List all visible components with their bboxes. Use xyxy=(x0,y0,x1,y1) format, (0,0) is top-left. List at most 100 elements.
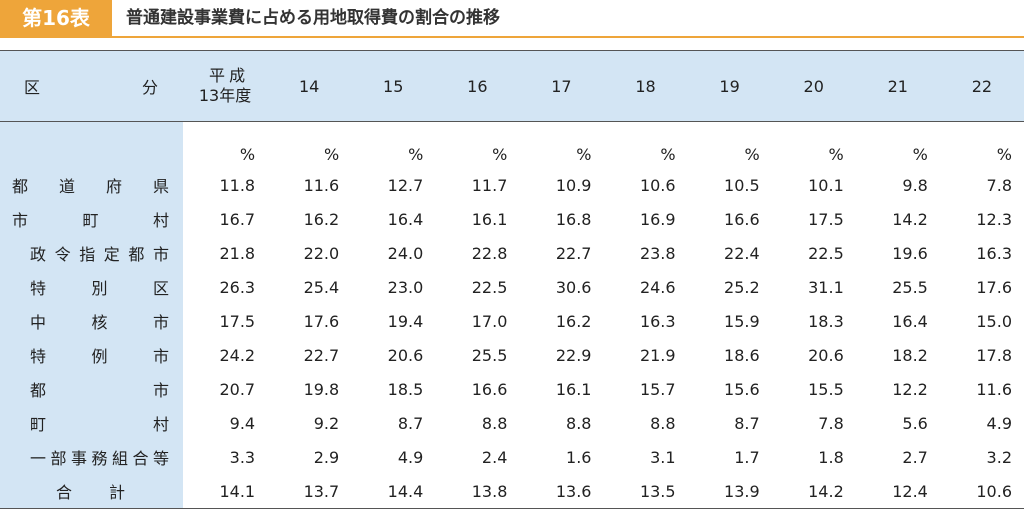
value-cell: 16.3 xyxy=(976,243,1012,263)
value-cell: 10.6 xyxy=(639,175,676,195)
value-cell: 22.5 xyxy=(471,277,508,297)
value-cell: 11.8 xyxy=(219,175,256,195)
value-cell: 18.6 xyxy=(724,345,760,365)
label-cell: 合計 xyxy=(0,474,183,509)
value-cell: 16.9 xyxy=(639,209,676,229)
row-label: 政令指定都市 xyxy=(30,245,169,264)
label-cell xyxy=(0,121,183,168)
label-cell: 一部事務組合等 xyxy=(0,440,183,474)
value-cell: 14.4 xyxy=(351,474,436,509)
value-cell: 25.4 xyxy=(303,277,340,297)
value-cell: 19.4 xyxy=(387,311,424,331)
value-cell: 13.6 xyxy=(519,474,604,509)
value-cell: 8.8 xyxy=(650,413,676,433)
value-cell: 19.8 xyxy=(303,379,340,399)
row-label: 中核市 xyxy=(30,313,169,332)
value-cell: 19.6 xyxy=(892,243,928,263)
value-cell: 15.6 xyxy=(724,379,760,399)
value-cell: 9.4 xyxy=(229,413,256,433)
value-cell: 3.2 xyxy=(986,447,1012,467)
value-cell: 17.6 xyxy=(976,277,1012,297)
value-cell: 18.5 xyxy=(387,379,424,399)
value-cell: 12.3 xyxy=(976,209,1012,229)
label-cell: 都市 xyxy=(0,372,183,406)
header: 第16表 普通建設事業費に占める用地取得費の割合の推移 xyxy=(0,0,1024,38)
value-cell: 7.8 xyxy=(818,413,844,433)
value-cell: 11.6 xyxy=(303,175,340,195)
unit-cell: % xyxy=(576,145,592,164)
label-cell: 中核市 xyxy=(0,304,183,338)
value-cell: 14.1 xyxy=(183,474,268,509)
column-header: 22 xyxy=(939,50,1024,122)
value-cell: 13.8 xyxy=(435,474,520,509)
value-cell: 12.7 xyxy=(387,175,424,195)
unit-cell: % xyxy=(239,145,256,164)
value-cell: 22.8 xyxy=(471,243,508,263)
data-row: 都道府県 11.8 11.6 12.7 11.7 10.9 10.6 10.5 10.1 9.8 7… xyxy=(0,168,1024,202)
label-cell: 特別区 xyxy=(0,270,183,304)
value-cell: 15.9 xyxy=(724,311,760,331)
value-cell: 16.8 xyxy=(555,209,592,229)
corner-text: 分 xyxy=(141,78,158,97)
value-cell: 16.6 xyxy=(724,209,760,229)
value-cell: 5.6 xyxy=(902,413,928,433)
data-table: 区分 平成 13年度 14 15 16 17 18 19 20 21 22 %%%%%%%%%% 都… xyxy=(0,50,1024,509)
value-cell: 8.8 xyxy=(566,413,592,433)
column-header: 18 xyxy=(603,50,688,122)
value-cell: 10.5 xyxy=(724,175,760,195)
value-cell: 2.7 xyxy=(902,447,928,467)
unit-cell: % xyxy=(660,145,676,164)
value-cell: 16.2 xyxy=(555,311,592,331)
table-number: 第16表 xyxy=(0,0,112,36)
row-label: 一部事務組合等 xyxy=(30,449,169,468)
value-cell: 14.2 xyxy=(892,209,928,229)
data-row: 中核市 17.5 17.6 19.4 17.0 16.2 16.3 15.9 18.3 16.4 1… xyxy=(0,304,1024,338)
value-cell: 22.9 xyxy=(555,345,592,365)
value-cell: 17.5 xyxy=(219,311,256,331)
value-cell: 31.1 xyxy=(808,277,844,297)
value-cell: 16.4 xyxy=(387,209,424,229)
value-cell: 17.5 xyxy=(808,209,844,229)
row-label: 市町村 xyxy=(12,211,169,230)
header-text: 13年度 xyxy=(198,86,252,105)
value-cell: 10.9 xyxy=(555,175,592,195)
value-cell: 8.8 xyxy=(481,413,508,433)
label-cell: 町村 xyxy=(0,406,183,440)
value-cell: 21.8 xyxy=(219,243,256,263)
value-cell: 17.6 xyxy=(303,311,340,331)
value-cell: 22.7 xyxy=(555,243,592,263)
value-cell: 3.3 xyxy=(229,447,256,467)
value-cell: 4.9 xyxy=(986,413,1012,433)
unit-cell: % xyxy=(996,145,1012,164)
column-header: 21 xyxy=(855,50,940,122)
corner-text: 区 xyxy=(24,78,41,97)
value-cell: 24.6 xyxy=(639,277,676,297)
header-text: 平成 xyxy=(209,66,246,85)
value-cell: 9.2 xyxy=(313,413,340,433)
value-cell: 15.7 xyxy=(639,379,676,399)
value-cell: 10.1 xyxy=(808,175,844,195)
value-cell: 1.6 xyxy=(566,447,592,467)
row-label: 都道府県 xyxy=(12,177,169,196)
value-cell: 16.3 xyxy=(639,311,676,331)
label-cell: 都道府県 xyxy=(0,168,183,202)
value-cell: 17.8 xyxy=(976,345,1012,365)
value-cell: 14.2 xyxy=(771,474,856,509)
row-label: 都市 xyxy=(30,381,169,400)
label-cell: 政令指定都市 xyxy=(0,236,183,270)
unit-cell: % xyxy=(323,145,340,164)
data-row: 特別区 26.3 25.4 23.0 22.5 30.6 24.6 25.2 31.1 25.5 1… xyxy=(0,270,1024,304)
value-cell: 25.5 xyxy=(471,345,508,365)
row-label: 特例市 xyxy=(30,347,169,366)
row-label: 町村 xyxy=(30,415,169,434)
value-cell: 13.7 xyxy=(267,474,352,509)
table-title: 普通建設事業費に占める用地取得費の割合の推移 xyxy=(126,8,500,28)
column-header: 16 xyxy=(435,50,520,122)
value-cell: 2.9 xyxy=(313,447,340,467)
value-cell: 16.1 xyxy=(555,379,592,399)
column-header: 17 xyxy=(519,50,604,122)
value-cell: 8.7 xyxy=(734,413,760,433)
label-cell: 特例市 xyxy=(0,338,183,372)
value-cell: 20.7 xyxy=(219,379,256,399)
